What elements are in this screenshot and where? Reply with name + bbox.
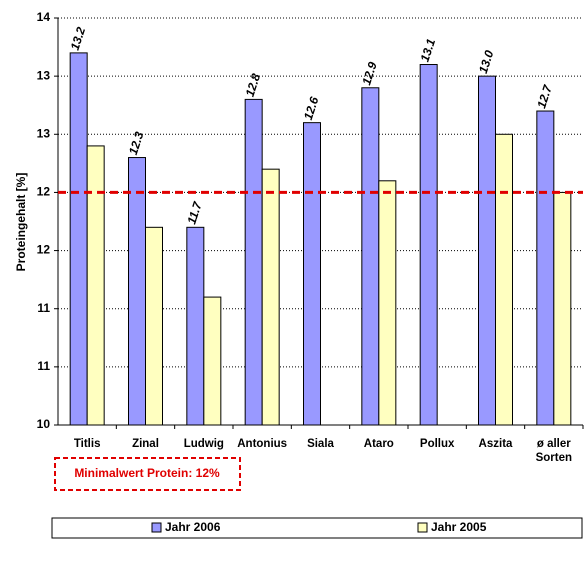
x-tick-label: Zinal bbox=[132, 438, 159, 450]
bar bbox=[145, 226, 163, 426]
bar bbox=[244, 98, 263, 426]
x-tick-label: Pollux bbox=[419, 438, 455, 450]
y-tick-label: 12 bbox=[37, 185, 51, 199]
y-tick-label: 13 bbox=[37, 68, 51, 82]
y-tick-label: 13 bbox=[37, 126, 51, 140]
y-tick-label: 14 bbox=[37, 10, 51, 24]
x-tick-label: Antonius bbox=[237, 438, 288, 450]
bar bbox=[419, 64, 438, 426]
x-tick-label: Titlis bbox=[73, 438, 101, 450]
bar bbox=[378, 180, 397, 426]
value-label: 12.8 bbox=[243, 72, 264, 99]
value-label: 12.9 bbox=[359, 60, 380, 87]
value-label: 12.3 bbox=[126, 130, 147, 157]
bar bbox=[478, 75, 496, 426]
value-label: 12.6 bbox=[301, 95, 322, 122]
legend-swatch bbox=[151, 522, 162, 533]
annotation-box bbox=[54, 457, 241, 491]
x-tick-label: Ludwig bbox=[183, 438, 224, 450]
y-tick-label: 10 bbox=[37, 417, 51, 431]
x-tick-label-box: Titlis bbox=[73, 438, 101, 450]
x-tick-label-box: Pollux bbox=[419, 438, 455, 450]
bar bbox=[303, 122, 321, 426]
bar bbox=[128, 157, 146, 426]
bar bbox=[86, 145, 105, 426]
x-tick-label-box: Aszita bbox=[478, 438, 513, 450]
bar bbox=[186, 226, 205, 426]
x-tick-label: Aszita bbox=[478, 438, 513, 450]
x-tick-label: Siala bbox=[307, 438, 334, 450]
x-tick-label-box: Ludwig bbox=[183, 438, 224, 450]
value-label: 13.1 bbox=[418, 37, 439, 64]
y-tick-label: 11 bbox=[37, 359, 50, 373]
legend-label: Jahr 2005 bbox=[431, 520, 487, 534]
y-axis-label: Proteingehalt [%] bbox=[14, 173, 28, 272]
x-tick-label-box: Zinal bbox=[132, 438, 159, 450]
value-label: 11.7 bbox=[184, 199, 205, 226]
x-tick-label-box: ø aller Sorten bbox=[535, 438, 573, 464]
legend-box bbox=[51, 517, 583, 539]
value-label: 13.0 bbox=[476, 48, 497, 75]
bar bbox=[553, 191, 572, 426]
bar bbox=[536, 110, 555, 426]
bar bbox=[69, 52, 88, 426]
x-tick-label-box: Siala bbox=[307, 438, 334, 450]
value-label: 12.7 bbox=[534, 82, 555, 110]
annotation: Minimalwert Protein: 12% bbox=[74, 466, 220, 480]
bar bbox=[361, 87, 380, 426]
legend-label: Jahr 2006 bbox=[165, 520, 221, 534]
x-tick-label-box: Antonius bbox=[237, 438, 288, 450]
value-label: 13.2 bbox=[68, 25, 89, 52]
y-tick-label: 11 bbox=[37, 301, 50, 315]
legend-swatch bbox=[417, 522, 428, 533]
x-tick-label-box: Ataro bbox=[363, 438, 394, 450]
bar bbox=[203, 296, 222, 426]
x-tick-label: ø aller Sorten bbox=[535, 438, 573, 464]
bar bbox=[495, 133, 513, 426]
y-tick-label: 12 bbox=[37, 243, 51, 257]
x-tick-label: Ataro bbox=[363, 438, 394, 450]
bar bbox=[261, 168, 280, 426]
